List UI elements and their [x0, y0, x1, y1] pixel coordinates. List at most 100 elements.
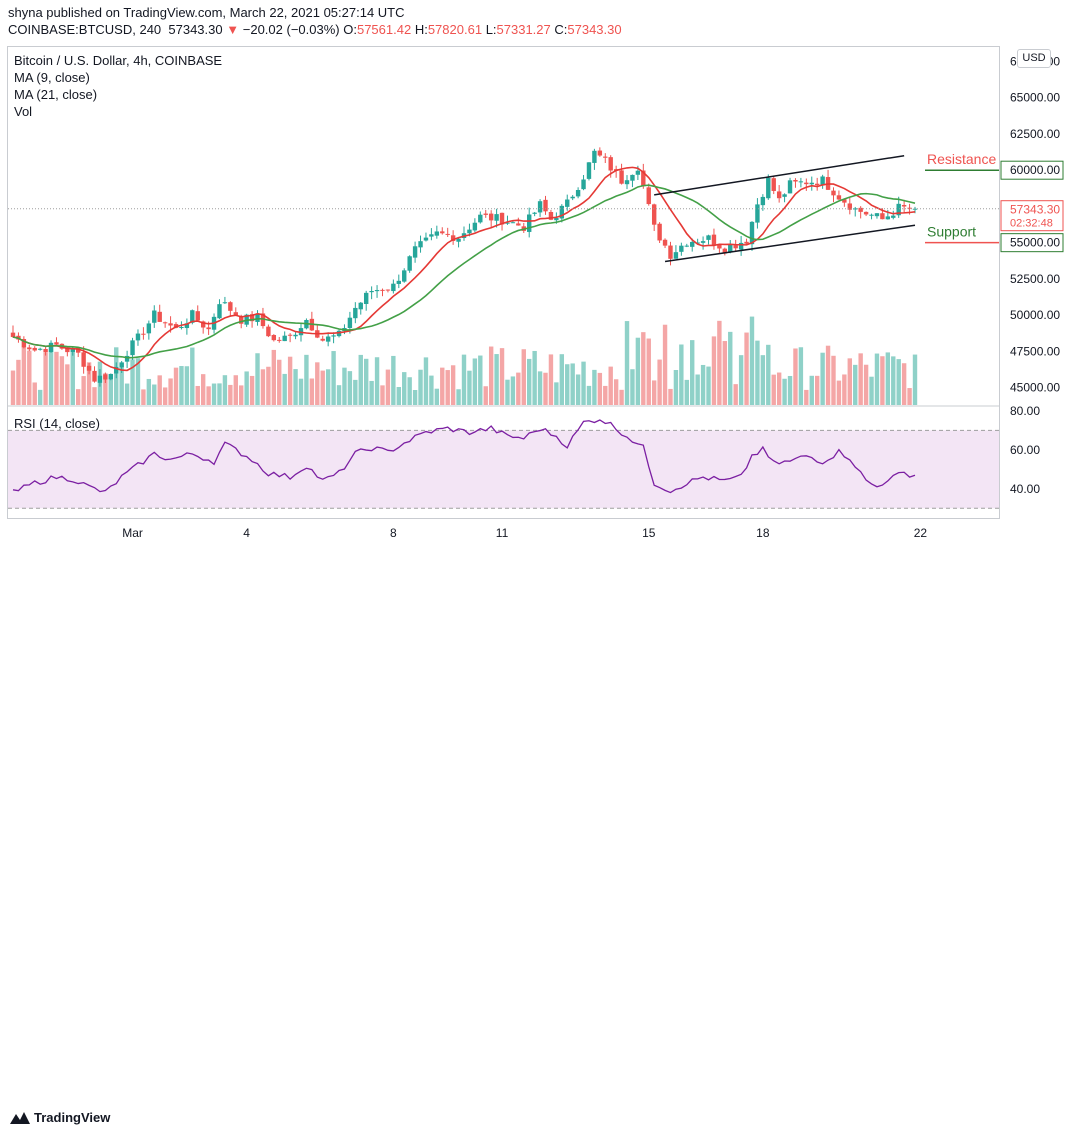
candle	[43, 349, 48, 353]
volume-bar	[858, 353, 863, 405]
tradingview-brand[interactable]: TradingView	[34, 1110, 111, 1125]
candle	[891, 215, 896, 218]
volume-bar	[320, 370, 325, 405]
volume-bar	[483, 386, 488, 405]
candle	[162, 322, 168, 324]
candle	[804, 182, 809, 185]
candle	[619, 170, 624, 184]
currency-button[interactable]: USD	[1017, 49, 1051, 68]
candle	[157, 311, 162, 322]
rsi-tick-label: 60.00	[1010, 443, 1040, 457]
volume-bar	[565, 364, 570, 405]
volume-bar	[776, 372, 782, 405]
legend-ma21[interactable]: MA (21, close)	[14, 87, 98, 102]
volume-bar	[27, 350, 32, 405]
candle	[32, 347, 37, 351]
candle	[152, 310, 157, 323]
volume-bar	[570, 363, 575, 405]
candle	[787, 180, 793, 194]
volume-bar	[853, 364, 858, 405]
rsi-legend[interactable]: RSI (14, close)	[14, 416, 100, 431]
volume-bar	[635, 337, 641, 405]
volume-bar	[613, 379, 619, 405]
volume-bar	[738, 355, 744, 405]
volume-bar	[521, 349, 526, 405]
volume-bar	[651, 380, 657, 405]
volume-bar	[190, 347, 195, 405]
channel-upper-line	[654, 154, 905, 196]
volume-bar	[891, 356, 896, 405]
volume-bar	[679, 344, 684, 405]
candle	[749, 221, 755, 245]
candle	[847, 203, 852, 210]
volume-bar	[809, 375, 814, 405]
volume-bar	[363, 358, 369, 405]
volume-bar	[690, 340, 695, 405]
level-price-label: 55000.00	[1010, 236, 1060, 250]
candle	[467, 229, 472, 234]
candle	[510, 222, 516, 224]
volume-bar	[146, 378, 152, 405]
candle	[641, 170, 646, 187]
volume-bar	[532, 350, 537, 405]
rsi-line	[12, 419, 916, 494]
tradingview-logo-icon[interactable]	[8, 1110, 32, 1126]
volume-bar	[336, 385, 342, 405]
volume-bar	[760, 355, 766, 405]
time-tick-label: 22	[914, 526, 928, 540]
legend-ma9[interactable]: MA (9, close)	[14, 70, 90, 85]
volume-bar	[179, 366, 184, 405]
volume-bar	[516, 372, 521, 405]
volume-bar	[325, 369, 331, 405]
volume-bar	[260, 369, 266, 405]
price-tick-label: 65000.00	[1010, 91, 1060, 105]
candle	[554, 217, 559, 221]
candle	[505, 222, 510, 224]
candle	[287, 334, 293, 336]
volume-bar	[293, 369, 298, 405]
volume-bar	[662, 324, 668, 405]
price-chart[interactable]: 45000.00 47500.00 50000.00 52500.00 55000.00…	[0, 0, 1073, 552]
volume-bar	[369, 380, 374, 405]
volume-bar	[717, 320, 722, 405]
indicator-legend: Bitcoin / U.S. Dollar, 4h, COINBASE MA (…	[14, 52, 222, 120]
candle	[782, 194, 787, 197]
candle	[706, 235, 711, 240]
candle	[624, 180, 630, 185]
volume-bar	[195, 385, 200, 405]
level-price-box	[1000, 233, 1064, 253]
volume-bar	[396, 386, 401, 405]
candle	[146, 323, 152, 334]
level-price-label: 60000.00	[1010, 163, 1060, 177]
volume-bar	[744, 332, 749, 405]
candle	[657, 223, 662, 241]
volume-bar	[21, 346, 27, 405]
price-tick-label: 52500.00	[1010, 272, 1060, 286]
volume-bar	[456, 389, 461, 405]
publisher-line: shyna published on TradingView.com, Marc…	[8, 5, 405, 20]
volume-bar	[478, 355, 483, 405]
candle	[532, 212, 537, 214]
down-arrow-icon: ▼	[226, 22, 240, 37]
candle	[651, 204, 657, 225]
volume-bar	[315, 362, 320, 405]
volume-bar	[646, 338, 651, 405]
volume-bar	[586, 385, 592, 405]
volume-bar	[488, 346, 494, 405]
volume-bar	[266, 366, 271, 405]
candle	[65, 347, 70, 353]
volume-bar	[233, 375, 238, 405]
volume-bar	[391, 355, 396, 405]
legend-vol[interactable]: Vol	[14, 104, 33, 119]
volume-bar	[559, 354, 565, 405]
volume-bar	[505, 379, 510, 405]
candle	[233, 312, 238, 316]
volume-bar	[896, 359, 901, 405]
volume-bar	[912, 354, 918, 405]
volume-bar	[494, 354, 499, 405]
volume-bar	[277, 359, 282, 405]
volume-bar	[429, 375, 434, 405]
time-tick-label: 4	[243, 526, 250, 540]
volume-bar	[510, 376, 516, 405]
volume-bar	[749, 316, 755, 405]
